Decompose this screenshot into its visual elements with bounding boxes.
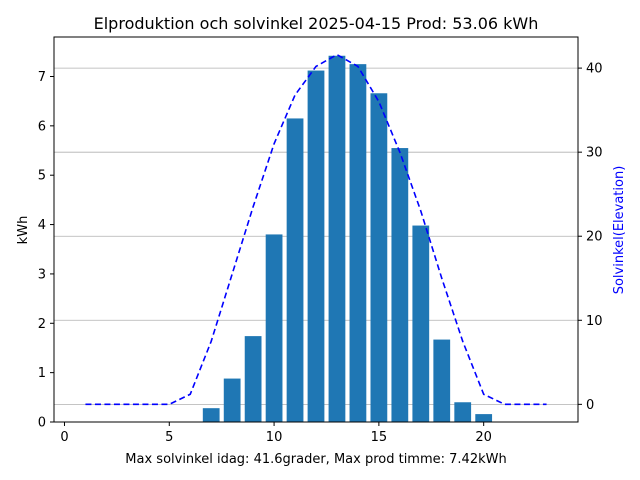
x-tick-label-20: 20 bbox=[475, 430, 492, 445]
elevation-series bbox=[85, 53, 547, 406]
plot-frame bbox=[53, 36, 579, 423]
elevation-line bbox=[85, 53, 547, 406]
bar-hour-19 bbox=[454, 402, 472, 422]
y2-tick-label-20: 20 bbox=[586, 230, 603, 245]
y2-axis-label: Solvinkel(Elevation) bbox=[612, 166, 627, 295]
chart-title: Elproduktion och solvinkel 2025-04-15 Pr… bbox=[94, 14, 539, 33]
bar-hour-11 bbox=[286, 118, 304, 422]
y-tick-label-1: 1 bbox=[38, 366, 46, 381]
x-tick-label-10: 10 bbox=[266, 430, 283, 445]
y-tick-label-0: 0 bbox=[38, 416, 46, 431]
y-axis-label: kWh bbox=[16, 216, 31, 245]
bar-hour-17 bbox=[412, 225, 430, 422]
bar-hour-9 bbox=[244, 336, 262, 422]
bar-hour-15 bbox=[370, 93, 388, 423]
bar-hour-20 bbox=[475, 414, 493, 422]
bar-hour-18 bbox=[433, 339, 451, 422]
tick-layer: 0 5 10 15 20 0 1 2 3 4 5 6 7 0 10 20 30 40 bbox=[38, 62, 603, 445]
y2-tick-label-0: 0 bbox=[586, 398, 594, 413]
x-tick-label-15: 15 bbox=[371, 430, 388, 445]
bar-hour-13 bbox=[328, 55, 346, 422]
y-tick-label-2: 2 bbox=[38, 317, 46, 332]
bar-hour-16 bbox=[391, 148, 409, 423]
bar-hour-8 bbox=[223, 378, 241, 422]
y2-tick-label-40: 40 bbox=[586, 62, 603, 77]
bar-hour-7 bbox=[202, 408, 220, 422]
y2-tick-label-10: 10 bbox=[586, 314, 603, 329]
x-tick-label-5: 5 bbox=[165, 430, 173, 445]
y-tick-label-4: 4 bbox=[38, 218, 46, 233]
x-axis-label: Max solvinkel idag: 41.6grader, Max prod… bbox=[125, 452, 506, 467]
y-tick-label-6: 6 bbox=[38, 119, 46, 134]
bar-hour-10 bbox=[265, 234, 283, 422]
bar-series bbox=[202, 55, 493, 423]
axes-frame bbox=[53, 36, 579, 423]
y2-tick-label-30: 30 bbox=[586, 146, 603, 161]
bar-hour-14 bbox=[349, 64, 367, 423]
y-tick-label-7: 7 bbox=[38, 70, 46, 85]
bar-hour-12 bbox=[307, 70, 325, 423]
y-tick-label-3: 3 bbox=[38, 267, 46, 282]
y-tick-label-5: 5 bbox=[38, 169, 46, 184]
x-tick-label-0: 0 bbox=[60, 430, 68, 445]
